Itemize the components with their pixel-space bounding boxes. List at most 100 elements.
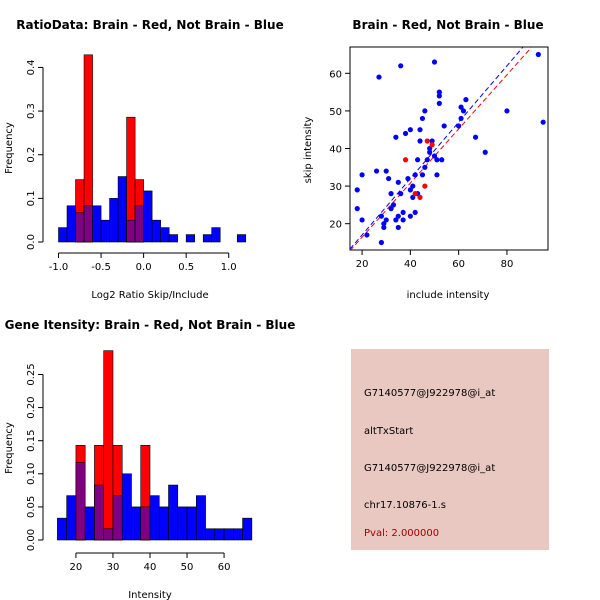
intensity-y-tick-label: 0.05 (26, 496, 37, 518)
scatter-point-not-brain (434, 157, 440, 163)
info-probe-id: G7140577@J922978@i_at (364, 388, 495, 399)
scatter-point-not-brain (436, 89, 442, 95)
intensity-x-tick-label: 50 (181, 562, 194, 573)
ratio-histogram-title: RatioData: Brain - Red, Not Brain - Blue (16, 18, 283, 32)
scatter-point-not-brain (431, 59, 438, 65)
ratio-bar-not-brain (236, 234, 247, 243)
intensity-bar-overlap (94, 484, 105, 541)
scatter-fit-line-blue (350, 47, 524, 250)
ratio-histogram-axes: -1.0 -0.5 0.0 0.5 1.0 0.0 0.1 0.2 0.3 0.4 (26, 60, 237, 273)
scatter-x-tick-label: 20 (356, 259, 369, 270)
scatter-point-not-brain (415, 157, 421, 163)
scatter-point-not-brain (405, 175, 411, 182)
ratio-bar-not-brain (211, 227, 221, 243)
intensity-x-tick-label: 60 (218, 562, 231, 573)
ratio-bar-not-brain (168, 234, 178, 243)
scatter-point-not-brain (458, 104, 464, 110)
intensity-bar-overlap (140, 506, 151, 541)
ratio-y-tick-label: 0.2 (26, 147, 37, 163)
scatter-point-not-brain (424, 157, 430, 163)
intensity-bar-not-brain (121, 473, 132, 541)
intensity-histogram-title: Gene Itensity: Brain - Red, Not Brain - … (5, 318, 296, 332)
ratio-bar-not-brain (202, 234, 213, 243)
intensity-histogram-bars (57, 350, 253, 541)
scatter-point-not-brain (383, 168, 389, 174)
scatter-point-not-brain (436, 100, 442, 106)
scatter-xlabel: include intensity (407, 290, 490, 301)
intensity-bar-not-brain (195, 495, 206, 541)
scatter-point-not-brain (504, 108, 510, 114)
intensity-bar-not-brain (66, 495, 77, 541)
intensity-bar-brain (103, 350, 114, 541)
scatter-point-brain (422, 183, 428, 189)
info-pval: Pval: 2.000000 (364, 528, 439, 539)
scatter-y-tick-label: 50 (329, 107, 342, 118)
scatter-point-brain (417, 194, 423, 200)
scatter-point-not-brain (422, 164, 428, 170)
ratio-y-tick-label: 0.3 (26, 103, 37, 119)
scatter-point-not-brain (436, 93, 442, 99)
scatter-point-not-brain (376, 74, 382, 80)
intensity-scatter: Brain - Red, Not Brain - Blue include in… (303, 18, 549, 301)
ratio-bar-overlap (134, 205, 144, 243)
scatter-point-not-brain (458, 115, 464, 122)
intensity-x-tick-label: 20 (70, 562, 83, 573)
scatter-point-not-brain (378, 239, 384, 246)
ratio-bar-not-brain (100, 219, 110, 243)
ratio-bar-not-brain (143, 190, 153, 243)
intensity-bar-overlap (103, 528, 114, 541)
intensity-bar-not-brain (177, 506, 188, 541)
scatter-point-not-brain (388, 206, 394, 212)
scatter-point-not-brain (463, 97, 469, 103)
intensity-y-tick-label: 0.10 (26, 463, 37, 485)
scatter-point-not-brain (381, 221, 387, 227)
scatter-point-not-brain (373, 168, 380, 174)
ratio-bar-overlap (75, 212, 85, 243)
intensity-histogram-axes: 20 30 40 50 60 0.00 0.05 0.10 0.15 0.20 0.25 (26, 363, 230, 573)
scatter-point-brain (429, 142, 435, 148)
scatter-fit-line-red (350, 47, 533, 250)
scatter-point-not-brain (390, 202, 397, 208)
scatter-point-not-brain (398, 191, 404, 197)
scatter-y-tick-label: 30 (329, 182, 342, 193)
scatter-point-not-brain (359, 172, 365, 178)
ratio-bar-not-brain (151, 219, 161, 243)
scatter-point-not-brain (395, 213, 401, 219)
scatter-point-not-brain (381, 224, 387, 231)
info-event-type: altTxStart (364, 426, 413, 437)
ratio-y-tick-label: 0.4 (26, 60, 37, 76)
scatter-point-brain (424, 138, 430, 144)
scatter-fit-lines (350, 47, 533, 250)
scatter-point-not-brain (402, 130, 409, 137)
scatter-point-not-brain (388, 191, 394, 197)
info-location: chr17.10876-1.s (364, 500, 446, 511)
ratio-bar-not-brain (117, 176, 127, 243)
scatter-point-not-brain (410, 183, 416, 189)
ratio-bar-overlap (126, 219, 136, 243)
scatter-point-not-brain (395, 179, 401, 185)
scatter-point-not-brain (441, 123, 447, 129)
ratio-bar-not-brain (92, 205, 102, 243)
scatter-point-not-brain (359, 217, 365, 223)
scatter-point-not-brain (535, 51, 541, 58)
scatter-point-not-brain (407, 213, 413, 219)
intensity-bar-not-brain (186, 506, 197, 541)
scatter-point-not-brain (395, 224, 401, 231)
scatter-point-not-brain (431, 153, 438, 159)
intensity-y-tick-label: 0.20 (26, 396, 37, 418)
scatter-point-not-brain (407, 187, 413, 193)
scatter-point-not-brain (540, 119, 546, 125)
scatter-x-tick-label: 40 (404, 259, 417, 270)
intensity-bar-overlap (112, 495, 123, 541)
scatter-point-not-brain (407, 127, 413, 133)
scatter-points (354, 51, 546, 246)
intensity-histogram-ylabel: Frequency (4, 422, 15, 474)
scatter-point-not-brain (383, 217, 389, 223)
scatter-point-not-brain (354, 187, 360, 193)
intensity-histogram-xlabel: Intensity (128, 590, 172, 600)
scatter-x-tick-label: 80 (501, 259, 514, 270)
intensity-y-tick-label: 0.00 (26, 529, 37, 551)
scatter-point-not-brain (417, 138, 423, 144)
intensity-bar-not-brain (214, 528, 225, 541)
